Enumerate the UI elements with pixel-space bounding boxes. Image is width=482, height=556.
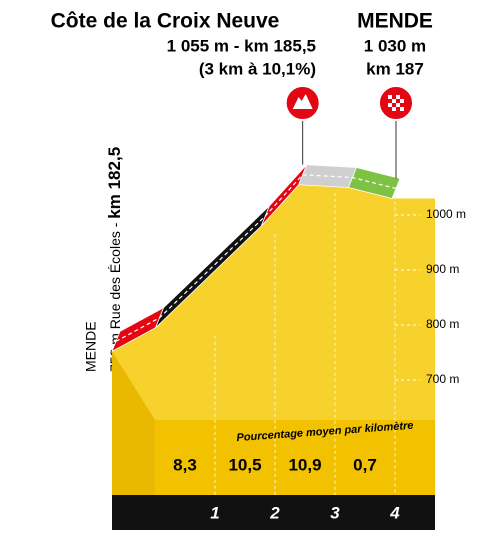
start-place: Rue des Écoles -: [107, 222, 123, 329]
x-tick-label: 1: [210, 503, 219, 522]
y-tick-label: 800 m: [426, 317, 459, 331]
base-bar: [112, 495, 435, 530]
side-face: [112, 351, 155, 495]
climb-elevation: 1 055 m - km 185,5: [167, 36, 316, 55]
y-tick-label: 900 m: [426, 262, 459, 276]
climb-stats: (3 km à 10,1%): [199, 59, 316, 78]
finish-icon: [388, 95, 392, 99]
finish-elevation: 1 030 m: [364, 36, 426, 55]
finish-icon: [388, 103, 392, 107]
value-label: 8,3: [173, 455, 197, 474]
x-tick-label: 3: [330, 503, 340, 522]
finish-icon: [392, 107, 396, 111]
value-label: 0,7: [353, 455, 377, 474]
profile-centerline: [115, 174, 397, 342]
finish-icon: [396, 103, 400, 107]
finish-icon: [392, 99, 396, 103]
y-tick-label: 700 m: [426, 372, 459, 386]
y-tick-label: 1000 m: [426, 207, 466, 221]
finish-name: MENDE: [357, 10, 433, 33]
finish-icon: [400, 99, 404, 103]
summit-icon: [292, 94, 313, 109]
finish-km: km 187: [366, 59, 424, 78]
finish-icon: [396, 95, 400, 99]
x-tick-label: 4: [389, 503, 400, 522]
front-face: [155, 420, 435, 495]
finish-icon: [400, 107, 404, 111]
start-km: km 182,5: [105, 147, 124, 219]
value-label: 10,5: [228, 455, 261, 474]
start-name: MENDE: [83, 321, 99, 372]
profile-wall: [112, 184, 435, 495]
climb-name: Côte de la Croix Neuve: [51, 10, 280, 33]
value-label: 10,9: [288, 455, 321, 474]
x-tick-label: 2: [269, 503, 280, 522]
start-label: MENDE 752 m Rue des Écoles - km 182,5: [83, 147, 125, 372]
